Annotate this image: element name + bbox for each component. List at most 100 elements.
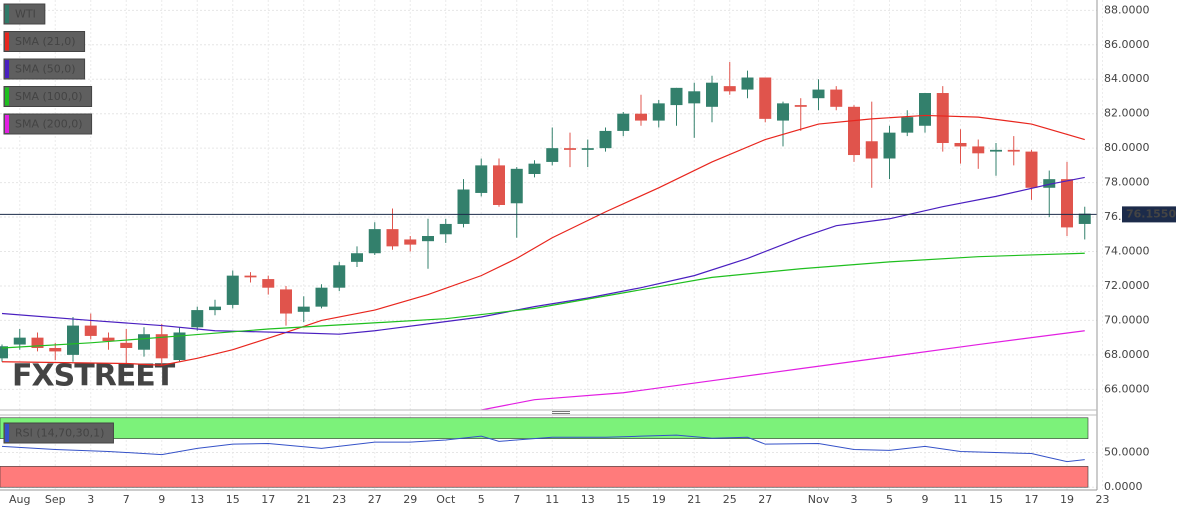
candle-body: [564, 148, 576, 150]
candle-body: [723, 86, 736, 92]
candle-body: [422, 236, 434, 242]
candle-body: [1043, 179, 1056, 188]
candle-body: [404, 239, 417, 245]
x-tick-label: 5: [886, 493, 893, 506]
legend-box: [3, 3, 46, 25]
y-tick-label: 0.0000: [1104, 480, 1143, 493]
candle-body: [528, 163, 541, 174]
x-tick-label: 3: [851, 493, 858, 506]
candle-body: [1007, 149, 1020, 152]
candle-body: [138, 334, 150, 350]
candle-body: [262, 279, 275, 288]
sma-line: [1, 114, 1085, 366]
candle-body: [209, 306, 221, 311]
candle-body: [173, 332, 186, 361]
x-tick-label: 11: [954, 493, 968, 506]
candle-body: [475, 165, 488, 193]
x-tick-label: 3: [87, 493, 94, 506]
candle-body: [706, 82, 718, 107]
legend-box: [3, 422, 114, 444]
candle-body: [1025, 151, 1038, 188]
candle-body: [635, 113, 647, 121]
candle-body: [865, 141, 878, 159]
legend-swatch: [5, 87, 9, 106]
y-tick-label: 84.0000: [1104, 72, 1150, 85]
candle-body: [0, 346, 8, 359]
y-tick-label: 70.0000: [1104, 313, 1150, 326]
x-tick-label: 15: [226, 493, 240, 506]
candle-body: [599, 130, 612, 149]
x-tick-label: 9: [922, 493, 929, 506]
candle-body: [670, 87, 683, 106]
candle-body: [368, 229, 381, 254]
rsi-bands: [0, 417, 1089, 488]
x-tick-label: 27: [368, 493, 382, 506]
sma-line: [1, 252, 1085, 349]
x-tick-label: 23: [1096, 493, 1110, 506]
legend-label: WTI: [15, 8, 36, 21]
rsi-band: [0, 466, 1089, 488]
candle-body: [297, 306, 310, 312]
candle-body: [794, 105, 807, 107]
legend-label: SMA (100,0): [15, 90, 83, 103]
candle-body: [315, 287, 328, 307]
y-tick-label: 74.0000: [1104, 245, 1150, 258]
legend-label: SMA (200,0): [15, 118, 83, 131]
candle-body: [812, 89, 825, 99]
x-tick-label: 5: [478, 493, 485, 506]
candle-body: [848, 106, 860, 156]
candle-body: [67, 325, 79, 355]
y-tick-label: 88.0000: [1104, 3, 1150, 16]
legend-box: [3, 113, 93, 135]
legend-swatch: [5, 5, 9, 23]
watermark-text: FX: [12, 359, 54, 394]
x-tick-label: Oct: [436, 493, 456, 506]
candle-body: [777, 103, 789, 121]
y-tick-label: 68.0000: [1104, 348, 1150, 361]
axes: [0, 0, 1098, 491]
rsi-plot: [1, 434, 1085, 463]
legend-swatch: [5, 424, 9, 442]
candle-body: [759, 77, 772, 119]
x-tick-label: 7: [123, 493, 130, 506]
candle-body: [457, 189, 470, 224]
candle-body: [546, 148, 559, 162]
legend-label: SMA (50,0): [15, 63, 76, 76]
watermark: FX STREET: [12, 359, 177, 394]
y-tick-label: 86.0000: [1104, 38, 1150, 51]
candle-body: [510, 168, 523, 204]
candle-body: [954, 142, 967, 147]
candle-body: [493, 165, 505, 205]
candle-body: [351, 253, 363, 262]
candle-body: [155, 334, 168, 359]
legend-box: [3, 58, 86, 80]
x-tick-label: Nov: [808, 493, 830, 506]
x-tick-label: 13: [190, 493, 204, 506]
x-tick-label: 17: [1025, 493, 1039, 506]
sma-line: [481, 330, 1085, 410]
x-tick-label: 21: [687, 493, 701, 506]
legend: WTI SMA (21,0) SMA (50,0) SMA (100,0) SMA (2…: [3, 3, 114, 444]
candle-body: [581, 148, 594, 150]
candle-body: [13, 337, 26, 345]
legend-box: [3, 31, 86, 52]
x-tick-label: 15: [989, 493, 1003, 506]
candle-body: [936, 93, 949, 143]
legend-swatch: [5, 32, 9, 51]
last-price-box: [1122, 206, 1176, 223]
candle-body: [244, 275, 257, 278]
legend-swatch: [5, 60, 9, 78]
x-tick-label: 9: [158, 493, 165, 506]
candle-body: [84, 325, 97, 336]
x-tick-label: 29: [403, 493, 417, 506]
legend-label: RSI (14,70,30,1): [15, 427, 104, 440]
x-tick-label: 19: [1060, 493, 1074, 506]
x-tick-label: 17: [261, 493, 275, 506]
candle-body: [688, 91, 701, 104]
candle-body: [883, 132, 896, 159]
x-tick-label: 11: [545, 493, 559, 506]
last-price-label: 76.1550: [1126, 207, 1176, 220]
y-tick-label: 78.0000: [1104, 176, 1150, 189]
x-tick-label: 27: [758, 493, 772, 506]
candle-body: [972, 146, 985, 154]
